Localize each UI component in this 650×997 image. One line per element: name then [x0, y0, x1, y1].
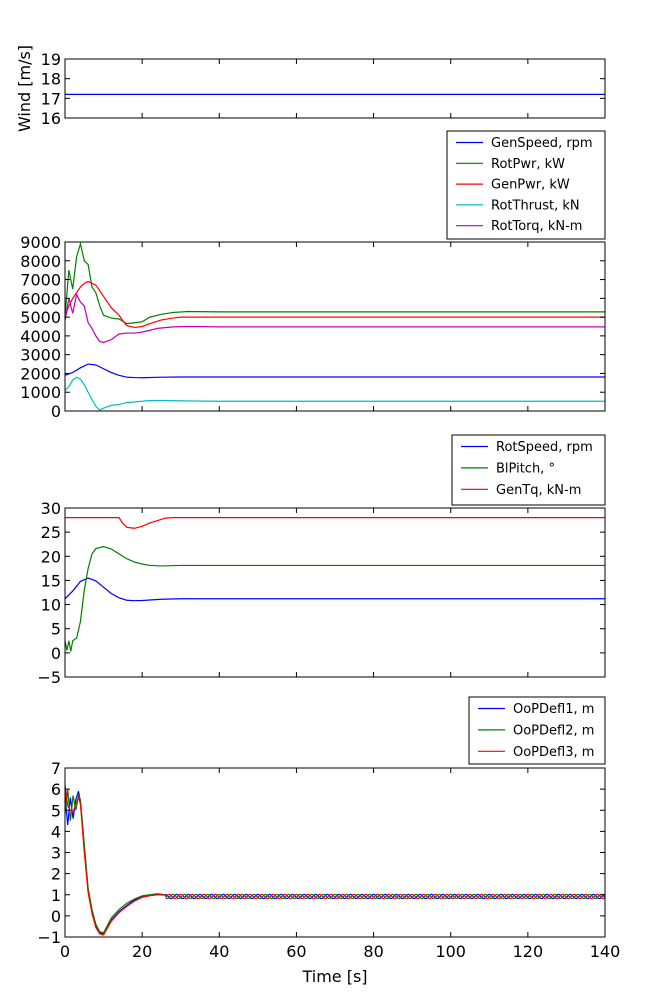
x-tick-label: 140 [590, 942, 621, 961]
x-axis-label: Time [s] [301, 967, 367, 986]
y-tick-label: 0 [51, 402, 61, 421]
series-line-3 [65, 280, 605, 329]
legend-label-1: GenSpeed, rpm [491, 136, 593, 151]
y-tick-label: 30 [41, 499, 61, 518]
y-tick-label: 10 [41, 596, 61, 615]
legend-box [446, 130, 606, 240]
series-line-5 [65, 292, 605, 344]
y-tick-label: 16 [41, 109, 61, 128]
x-tick-label: 80 [363, 942, 383, 961]
y-tick-label: 5 [51, 801, 61, 820]
legend-label-3: GenTq, kN-m [496, 483, 581, 498]
legend-label-2: RotPwr, kW [491, 157, 565, 172]
y-tick-label: 5 [51, 620, 61, 639]
x-tick-label: 100 [435, 942, 466, 961]
plot-frame [64, 507, 606, 678]
y-tick-label: 3000 [20, 346, 61, 365]
legend-label-3: OoPDefl3, m [513, 745, 594, 760]
series-line-2 [65, 789, 605, 934]
legend-label-5: RotTorq, kN-m [491, 219, 582, 234]
legend-label-4: RotThrust, kN [491, 198, 580, 213]
legend: RotSpeed, rpm BlPitch, ° GenTq, kN-m [451, 434, 606, 506]
y-tick-label: 2 [51, 865, 61, 884]
x-tick-label: 60 [286, 942, 306, 961]
y-tick-label: 18 [41, 70, 61, 89]
y-tick-label: 2000 [20, 364, 61, 383]
y-tick-label: 17 [41, 89, 61, 108]
y-tick-label: 7 [51, 759, 61, 778]
series-group [65, 242, 605, 411]
x-tick-label: 20 [132, 942, 152, 961]
y-tick-label: 8000 [20, 252, 61, 271]
y-tick-label: 5000 [20, 308, 61, 327]
y-tick-label: 7000 [20, 271, 61, 290]
y-tick-label: 19 [41, 50, 61, 69]
x-tick-label: 40 [209, 942, 229, 961]
y-tick-label: 20 [41, 547, 61, 566]
y-axis-label: Wind [m/s] [15, 45, 34, 132]
y-tick-label: 25 [41, 523, 61, 542]
legend: GenSpeed, rpm RotPwr, kW GenPwr, kW RotThru… [446, 130, 606, 240]
y-tick-label: 3 [51, 844, 61, 863]
series-group [65, 517, 605, 652]
y-tick-label: 9000 [20, 233, 61, 252]
y-tick-label: −1 [37, 928, 61, 947]
y-tick-label: 6000 [20, 289, 61, 308]
series-line-2 [65, 546, 605, 652]
plot-frame [64, 241, 606, 412]
series-line-1 [65, 577, 605, 602]
chart-panel-3: −5 0 5 10 15 20 25 30 RotSpeed, rpm BlPitch, ° Gen… [37, 434, 606, 687]
legend-label-1: RotSpeed, rpm [496, 440, 593, 455]
series-line-3 [65, 784, 605, 936]
y-tick-label: 0 [51, 907, 61, 926]
legend-label-1: OoPDefl1, m [513, 702, 594, 717]
y-tick-label: 4 [51, 822, 61, 841]
series-line-1 [65, 363, 605, 379]
x-tick-label: 120 [513, 942, 544, 961]
legend-label-3: GenPwr, kW [491, 178, 570, 193]
series-line-3 [65, 517, 605, 529]
y-tick-label: 1 [51, 886, 61, 905]
y-tick-label: 15 [41, 571, 61, 590]
series-line-4 [65, 376, 605, 411]
plot-frame [64, 58, 606, 119]
y-tick-label: 6 [51, 780, 61, 799]
legend-label-2: OoPDefl2, m [513, 723, 594, 738]
series-line-2 [65, 242, 605, 325]
y-tick-label: 1000 [20, 383, 61, 402]
series-group [65, 784, 605, 936]
x-tick-label: 0 [60, 942, 70, 961]
legend: OoPDefl1, m OoPDefl2, m OoPDefl3, m [468, 696, 606, 765]
y-tick-label: 4000 [20, 327, 61, 346]
y-tick-label: −5 [37, 668, 61, 687]
legend-label-2: BlPitch, ° [496, 461, 555, 476]
y-tick-label: 0 [51, 644, 61, 663]
